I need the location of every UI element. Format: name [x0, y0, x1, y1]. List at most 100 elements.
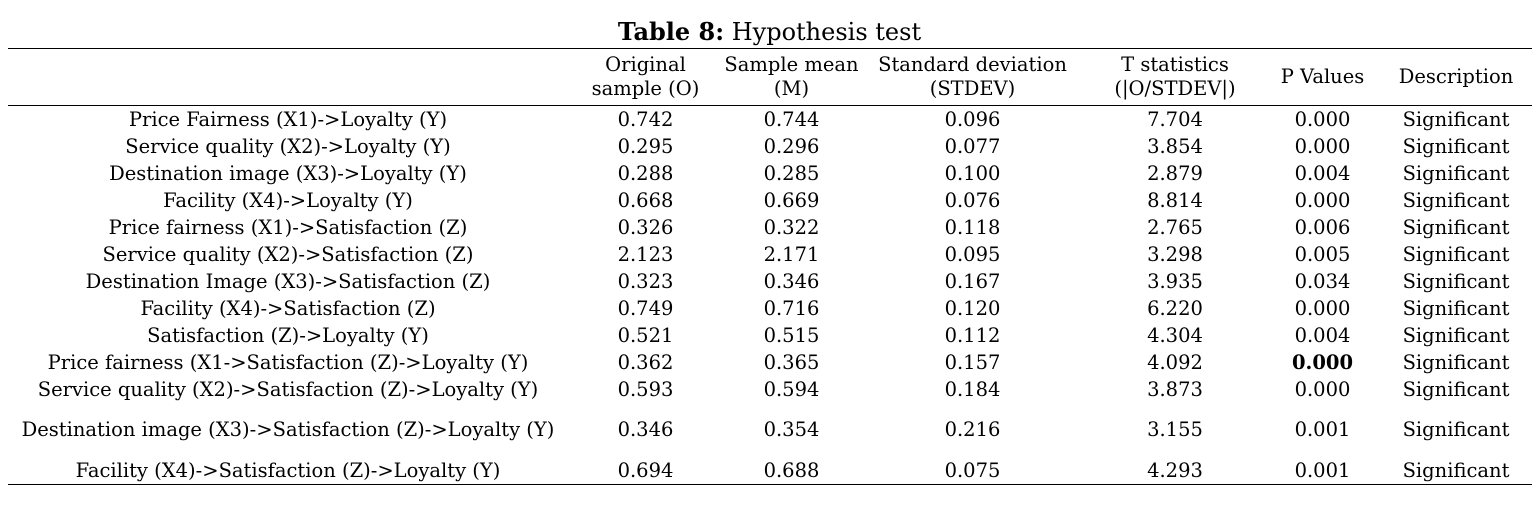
table-row: Price fairness (X1)->Satisfaction (Z) 0.3…: [8, 214, 1532, 241]
caption-label: Table 8:: [617, 17, 725, 46]
cell-original-sample: 0.288: [617, 161, 674, 185]
cell-description: Significant: [1402, 134, 1510, 158]
cell-original-sample: 0.323: [617, 269, 674, 293]
cell-t-statistics: 3.873: [1147, 377, 1203, 401]
table-row: Service quality (X2)->Loyalty (Y) 0.295 0.…: [8, 133, 1532, 160]
table-caption: Table 8: Hypothesis test: [0, 16, 1539, 48]
cell-original-sample: 0.326: [617, 215, 674, 239]
cell-original-sample: 0.362: [617, 350, 674, 374]
cell-description: Significant: [1402, 215, 1510, 239]
cell-t-statistics: 7.704: [1147, 107, 1203, 131]
cell-p-value: 0.000: [1291, 350, 1354, 374]
cell-standard-deviation: 0.118: [944, 215, 1001, 239]
cell-original-sample: 0.668: [617, 188, 674, 212]
cell-sample-mean: 0.515: [763, 323, 820, 347]
header-t-statistics: T statistics (|O/STDEV|): [1114, 53, 1236, 100]
cell-original-sample: 0.742: [617, 107, 674, 131]
cell-p-value: 0.000: [1294, 296, 1351, 320]
table-row: Price fairness (X1->Satisfaction (Z)->Lo…: [8, 349, 1532, 376]
cell-original-sample: 0.694: [617, 458, 674, 482]
cell-sample-mean: 0.296: [763, 134, 820, 158]
cell-description: Significant: [1402, 377, 1510, 401]
table-row: Destination image (X3)->Loyalty (Y) 0.288…: [8, 160, 1532, 187]
cell-standard-deviation: 0.167: [944, 269, 1001, 293]
cell-sample-mean: 0.594: [763, 377, 820, 401]
cell-description: Significant: [1402, 242, 1510, 266]
cell-standard-deviation: 0.120: [944, 296, 1001, 320]
header-standard-deviation: Standard deviation (STDEV): [878, 53, 1067, 100]
header-description: Description: [1398, 65, 1514, 88]
cell-original-sample: 0.346: [617, 418, 674, 441]
hypothesis-test-table: Original sample (O) Sample mean (M) Stan…: [8, 48, 1532, 485]
cell-t-statistics: 6.220: [1147, 296, 1203, 320]
cell-sample-mean: 0.716: [763, 296, 820, 320]
cell-description: Significant: [1402, 350, 1510, 374]
cell-p-value: 0.001: [1294, 458, 1351, 482]
cell-standard-deviation: 0.112: [944, 323, 1001, 347]
cell-path: Destination image (X3)->Loyalty (Y): [109, 161, 467, 185]
cell-path: Price fairness (X1)->Satisfaction (Z): [108, 215, 468, 239]
cell-t-statistics: 4.293: [1147, 458, 1203, 482]
cell-standard-deviation: 0.216: [944, 418, 1001, 441]
cell-p-value: 0.034: [1294, 269, 1351, 293]
table-row: Facility (X4)->Satisfaction (Z)->Loyalty…: [8, 457, 1532, 485]
cell-p-value: 0.000: [1294, 188, 1351, 212]
cell-t-statistics: 2.765: [1147, 215, 1203, 239]
cell-original-sample: 0.749: [617, 296, 674, 320]
cell-t-statistics: 4.092: [1147, 350, 1203, 374]
table-row: Destination Image (X3)->Satisfaction (Z)…: [8, 268, 1532, 295]
cell-original-sample: 0.295: [617, 134, 674, 158]
cell-sample-mean: 0.354: [763, 418, 820, 441]
cell-path: Satisfaction (Z)->Loyalty (Y): [147, 323, 429, 347]
cell-description: Significant: [1402, 296, 1510, 320]
cell-sample-mean: 2.171: [763, 242, 820, 266]
cell-t-statistics: 2.879: [1147, 161, 1203, 185]
cell-p-value: 0.000: [1294, 377, 1351, 401]
header-original-sample: Original sample (O): [591, 53, 700, 100]
table-row: Facility (X4)->Loyalty (Y) 0.668 0.669 0.07…: [8, 187, 1532, 214]
cell-path: Destination Image (X3)->Satisfaction (Z): [85, 269, 491, 293]
cell-path: Service quality (X2)->Loyalty (Y): [125, 134, 451, 158]
cell-sample-mean: 0.744: [763, 107, 820, 131]
cell-original-sample: 0.593: [617, 377, 674, 401]
cell-path: Facility (X4)->Loyalty (Y): [163, 188, 413, 212]
cell-description: Significant: [1402, 418, 1510, 441]
cell-standard-deviation: 0.075: [944, 458, 1001, 482]
table-row: Price Fairness (X1)->Loyalty (Y) 0.742 0.7…: [8, 106, 1532, 134]
table-row: Facility (X4)->Satisfaction (Z) 0.749 0.71…: [8, 295, 1532, 322]
cell-t-statistics: 8.814: [1147, 188, 1203, 212]
caption-text: Hypothesis test: [724, 18, 922, 46]
cell-sample-mean: 0.322: [763, 215, 820, 239]
cell-description: Significant: [1402, 188, 1510, 212]
table-row: Destination image (X3)->Satisfaction (Z)…: [8, 403, 1532, 457]
cell-path: Destination image (X3)->Satisfaction (Z)…: [21, 418, 555, 441]
cell-sample-mean: 0.365: [763, 350, 820, 374]
cell-sample-mean: 0.285: [763, 161, 820, 185]
cell-t-statistics: 3.155: [1147, 418, 1203, 441]
cell-path: Service quality (X2)->Satisfaction (Z): [102, 242, 474, 266]
cell-description: Significant: [1402, 161, 1510, 185]
cell-description: Significant: [1402, 107, 1510, 131]
cell-t-statistics: 3.298: [1147, 242, 1203, 266]
cell-standard-deviation: 0.096: [944, 107, 1001, 131]
cell-sample-mean: 0.669: [763, 188, 820, 212]
cell-p-value: 0.005: [1294, 242, 1351, 266]
cell-path: Facility (X4)->Satisfaction (Z): [140, 296, 436, 320]
cell-sample-mean: 0.346: [763, 269, 820, 293]
header-row: Original sample (O) Sample mean (M) Stan…: [8, 48, 1532, 106]
cell-standard-deviation: 0.077: [944, 134, 1001, 158]
table-row: Satisfaction (Z)->Loyalty (Y) 0.521 0.515 0…: [8, 322, 1532, 349]
cell-sample-mean: 0.688: [763, 458, 820, 482]
table-body: Price Fairness (X1)->Loyalty (Y) 0.742 0.7…: [8, 106, 1532, 485]
cell-p-value: 0.000: [1294, 107, 1351, 131]
cell-description: Significant: [1402, 458, 1510, 482]
table-row: Service quality (X2)->Satisfaction (Z) 2.…: [8, 241, 1532, 268]
cell-standard-deviation: 0.100: [944, 161, 1001, 185]
header-path: [8, 49, 568, 106]
cell-path: Price fairness (X1->Satisfaction (Z)->Lo…: [47, 350, 529, 374]
cell-path: Service quality (X2)->Satisfaction (Z)->…: [37, 377, 539, 401]
cell-path: Facility (X4)->Satisfaction (Z)->Loyalty…: [75, 458, 501, 482]
cell-standard-deviation: 0.184: [944, 377, 1001, 401]
header-p-values: P Values: [1280, 65, 1365, 88]
header-sample-mean: Sample mean (M): [724, 53, 859, 100]
